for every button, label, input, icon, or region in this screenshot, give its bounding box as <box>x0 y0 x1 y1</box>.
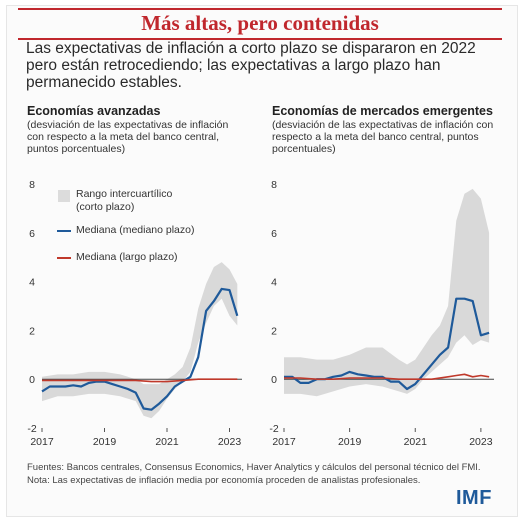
page-title: Más altas, pero contenidas <box>141 11 379 35</box>
figure-frame <box>6 5 518 517</box>
legend-band-swatch <box>58 190 70 202</box>
left-iqr-band <box>42 262 238 419</box>
page-subtitle: Las expectativas de inflación a corto pl… <box>26 40 476 91</box>
left-y-tick-label: 6 <box>29 228 35 240</box>
left-x-tick-label: 2023 <box>218 436 242 448</box>
left-panel-title: Economías avanzadas <box>27 104 161 118</box>
right-y-tick-label: 2 <box>271 325 277 337</box>
right-panel-title: Economías de mercados emergentes <box>272 104 493 118</box>
left-panel-subtitle: (desviación de las expectativas de infla… <box>27 119 229 155</box>
right-median-long-term-line <box>284 373 490 380</box>
right-y-tick-label: 6 <box>271 228 277 240</box>
legend-medium-swatch <box>57 230 71 232</box>
right-iqr-band <box>284 188 490 397</box>
left-x-tick-label: 2017 <box>30 436 54 448</box>
right-x-tick-label: 2023 <box>469 436 493 448</box>
right-chart: -2 0 2 4 6 8 2017 2019 2021 2023 <box>269 179 494 448</box>
right-y-tick-label: 8 <box>271 179 277 191</box>
left-median-medium-term-line <box>41 287 239 411</box>
right-y-tick-label: 4 <box>271 277 277 289</box>
left-y-tick-label: 2 <box>29 325 35 337</box>
title-banner: Más altas, pero contenidas <box>18 8 502 40</box>
left-y-tick-label: -2 <box>27 423 36 435</box>
legend-band-label: Rango intercuartílico (corto plazo) <box>76 188 173 213</box>
right-y-tick-label: -2 <box>269 423 278 435</box>
left-median-long-term-line <box>42 378 238 383</box>
right-x-tick-label: 2017 <box>272 436 296 448</box>
left-x-tick-label: 2021 <box>155 436 179 448</box>
footer: Fuentes: Bancos centrales, Consensus Eco… <box>27 461 507 487</box>
left-y-tick-label: 4 <box>29 277 35 289</box>
right-panel-subtitle: (desviación de las expectativas de infla… <box>272 119 494 155</box>
imf-logo: IMF <box>456 487 492 509</box>
left-x-tick-label: 2019 <box>93 436 117 448</box>
right-x-tick-label: 2019 <box>338 436 362 448</box>
right-x-tick-label: 2021 <box>404 436 428 448</box>
legend-medium-label: Mediana (mediano plazo) <box>76 224 195 236</box>
footer-note: Nota: Las expectativas de inflación medi… <box>27 475 421 486</box>
legend-long-swatch <box>57 257 71 259</box>
left-y-tick-label: 0 <box>29 374 35 386</box>
right-y-tick-label: 0 <box>271 374 277 386</box>
footer-sources: Fuentes: Bancos centrales, Consensus Eco… <box>27 462 481 473</box>
left-chart: -2 0 2 4 6 8 2017 2019 2021 2023 <box>27 179 242 448</box>
left-y-tick-label: 8 <box>29 179 35 191</box>
legend-long-label: Mediana (largo plazo) <box>76 251 178 263</box>
